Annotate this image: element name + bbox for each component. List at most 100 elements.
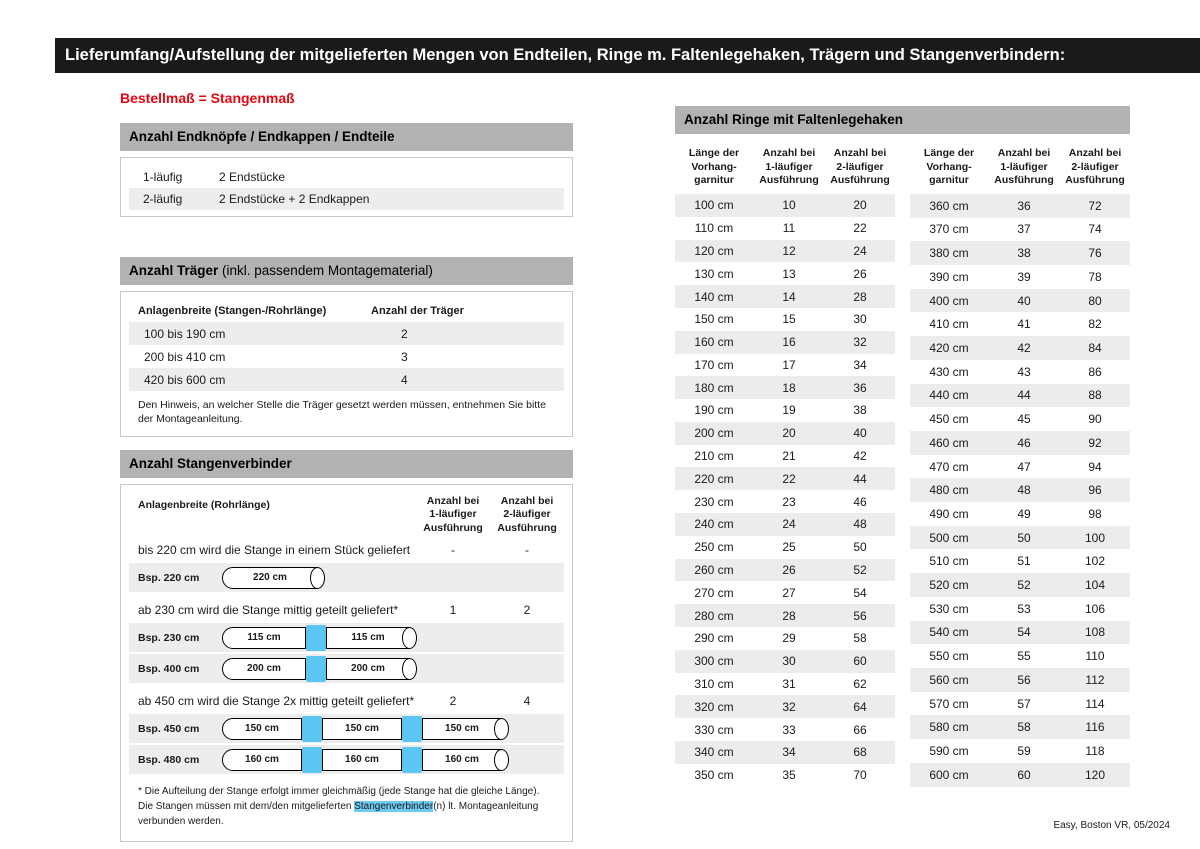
laenge-cell: 380 cm [929, 246, 969, 261]
anzahl-2l-cell: 64 [853, 699, 867, 714]
group-text: ab 450 cm wird die Stange 2x mittig gete… [138, 694, 415, 709]
table-row: 510 cm 51 102 [910, 549, 1130, 573]
rod-segment: 160 cm [422, 748, 502, 771]
table-row: 600 cm 60 120 [910, 762, 1130, 787]
col-header-1-laeufig: Anzahl bei 1-läufiger Ausführung [759, 147, 819, 187]
ring-table-header-row: Länge der Vorhang- garnitur Anzahl bei 1… [910, 145, 1130, 194]
laenge-cell: 140 cm [694, 289, 734, 304]
anzahl-2l-cell: 46 [853, 494, 867, 509]
table-row: 490 cm 49 98 [910, 502, 1130, 526]
anzahl-2l-cell: 58 [853, 631, 867, 646]
table-row: 180 cm 18 36 [675, 376, 895, 400]
table-row: 340 cm 34 68 [675, 741, 895, 764]
anzahl-1l-cell: 36 [1017, 198, 1031, 213]
anzahl-1l-cell: 22 [782, 471, 796, 486]
count-1-laeufig: 1 [449, 603, 457, 618]
anzahl-2l-cell: 36 [853, 380, 867, 395]
table-row: 440 cm 44 88 [910, 383, 1130, 408]
rod-illustration: 200 cm 200 cm [222, 655, 417, 682]
table-row: 170 cm 17 34 [675, 354, 895, 377]
rod-end-icon [494, 748, 509, 771]
anzahl-2l-cell: 40 [853, 426, 867, 441]
table-row: 360 cm 36 72 [910, 193, 1130, 218]
anzahl-1l-cell: 20 [782, 426, 796, 441]
anzahl-2l-cell: 120 [1084, 767, 1106, 782]
endteile-table-box: 1-läufig 2 Endstücke 2-läufig 2 Endstück… [120, 157, 573, 217]
anzahl-2l-cell: 48 [853, 517, 867, 532]
anzahl-1l-cell: 14 [782, 289, 796, 304]
anzahl-1l-cell: 53 [1017, 601, 1031, 616]
anzahl-2l-cell: 118 [1085, 743, 1105, 758]
range-cell: 420 bis 600 cm [144, 372, 226, 387]
anzahl-1l-cell: 10 [782, 198, 796, 213]
anzahl-2l-cell: 106 [1084, 601, 1106, 616]
anzahl-2l-cell: 112 [1085, 672, 1105, 687]
ring-table-1: Länge der Vorhang- garnitur Anzahl bei 1… [675, 145, 895, 787]
anzahl-2l-cell: 56 [853, 608, 867, 623]
parts-value: 2 Endstücke [219, 170, 286, 184]
laenge-cell: 400 cm [929, 293, 969, 308]
rod-illustration: 160 cm 160 cm 160 cm [222, 746, 509, 773]
anzahl-1l-cell: 47 [1017, 459, 1031, 474]
laenge-cell: 330 cm [694, 722, 734, 737]
table-row: 220 cm 22 44 [675, 467, 895, 491]
table-row: 540 cm 54 108 [910, 620, 1130, 645]
laenge-cell: 120 cm [694, 243, 734, 258]
run-type-label: 2-läufig [143, 192, 183, 206]
laenge-cell: 300 cm [694, 654, 734, 669]
verbinder-group-row: ab 450 cm wird die Stange 2x mittig gete… [129, 690, 564, 712]
anzahl-2l-cell: 20 [853, 198, 867, 213]
anzahl-1l-cell: 30 [782, 654, 796, 669]
table-row: 580 cm 58 116 [910, 715, 1130, 740]
table-row: 100 cm 10 20 [675, 193, 895, 217]
rod-segment: 160 cm [222, 748, 302, 771]
table-row: 320 cm 32 64 [675, 695, 895, 719]
anzahl-1l-cell: 39 [1017, 269, 1031, 284]
table-row: 570 cm 57 114 [910, 692, 1130, 716]
laenge-cell: 410 cm [929, 317, 969, 332]
anzahl-1l-cell: 23 [782, 494, 796, 509]
section-header-ringe: Anzahl Ringe mit Faltenlegehaken [675, 106, 1130, 134]
section-header-stangenverbinder-label: Anzahl Stangenverbinder [129, 456, 292, 472]
rod-segment: 200 cm [222, 657, 306, 680]
anzahl-2l-cell: 50 [853, 540, 867, 555]
anzahl-2l-cell: 80 [1088, 293, 1102, 308]
example-label: Bsp. 480 cm [138, 753, 200, 766]
section-header-traeger-label: Anzahl Träger [129, 263, 219, 278]
laenge-cell: 160 cm [694, 335, 734, 350]
anzahl-1l-cell: 18 [782, 380, 796, 395]
table-row: 420 cm 42 84 [910, 336, 1130, 360]
anzahl-1l-cell: 34 [782, 745, 796, 760]
anzahl-1l-cell: 57 [1017, 696, 1031, 711]
table-row: 160 cm 16 32 [675, 330, 895, 354]
laenge-cell: 190 cm [694, 403, 734, 418]
endteile-table: 1-läufig 2 Endstücke 2-läufig 2 Endstück… [129, 166, 564, 210]
laenge-cell: 470 cm [929, 459, 969, 474]
laenge-cell: 240 cm [694, 517, 734, 532]
anzahl-2l-cell: 74 [1088, 222, 1102, 237]
table-row: 2-läufig 2 Endstücke + 2 Endkappen [129, 188, 564, 210]
table-row: 350 cm 35 70 [675, 764, 895, 787]
anzahl-2l-cell: 22 [853, 221, 867, 236]
anzahl-1l-cell: 52 [1017, 578, 1031, 593]
laenge-cell: 450 cm [929, 412, 969, 427]
rod-example-220: Bsp. 220 cm 220 cm [129, 563, 564, 593]
rod-segment: 115 cm [326, 626, 410, 649]
ring-table-2: Länge der Vorhang- garnitur Anzahl bei 1… [910, 145, 1130, 787]
traeger-header-row: Anlagenbreite (Stangen-/Rohrlänge) Anzah… [129, 300, 564, 322]
rod-illustration: 115 cm 115 cm [222, 624, 417, 651]
table-row: 200 bis 410 cm 3 [129, 345, 564, 368]
anzahl-2l-cell: 88 [1088, 388, 1102, 403]
anzahl-2l-cell: 72 [1088, 198, 1102, 213]
rod-segment: 150 cm [422, 717, 502, 740]
anzahl-1l-cell: 59 [1017, 743, 1031, 758]
table-row: 400 cm 40 80 [910, 288, 1130, 313]
laenge-cell: 420 cm [929, 340, 969, 355]
ring-table-header-row: Länge der Vorhang- garnitur Anzahl bei 1… [675, 145, 895, 194]
order-note: Bestellmaß = Stangenmaß [120, 90, 295, 106]
laenge-cell: 440 cm [929, 388, 969, 403]
anzahl-2l-cell: 110 [1085, 649, 1105, 664]
anzahl-2l-cell: 100 [1084, 530, 1106, 545]
anzahl-2l-cell: 70 [853, 768, 867, 783]
anzahl-1l-cell: 16 [782, 335, 796, 350]
